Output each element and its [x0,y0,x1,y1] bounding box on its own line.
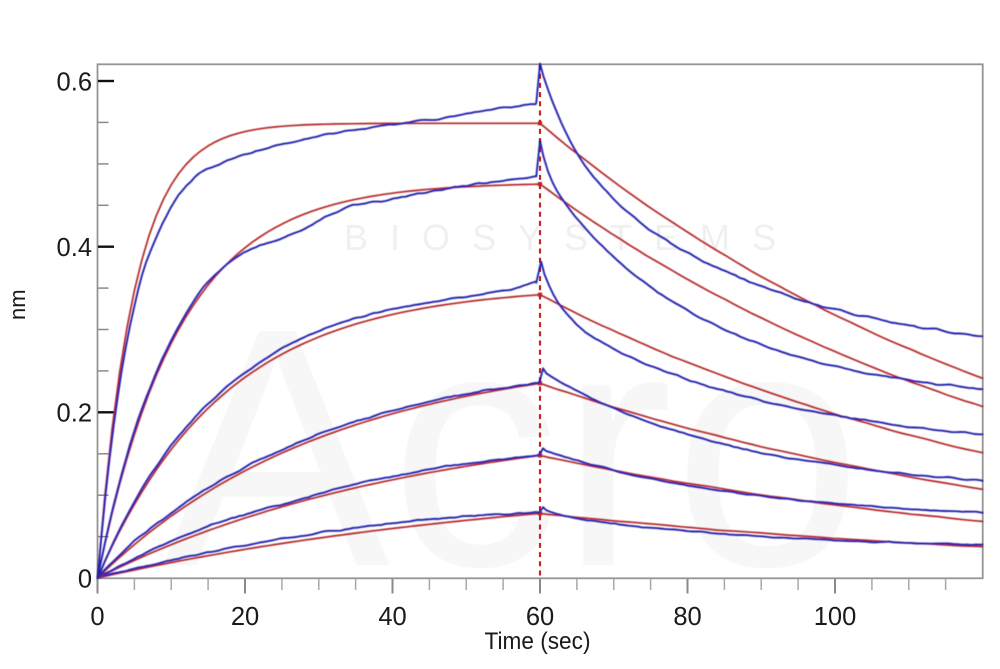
svg-text:Acro: Acro [163,258,862,638]
svg-text:0.2: 0.2 [57,400,92,428]
svg-text:Time (sec): Time (sec) [485,628,591,655]
svg-text:0: 0 [78,565,92,593]
svg-text:20: 20 [231,603,259,631]
svg-text:80: 80 [673,603,701,631]
svg-text:BIOSYSTEMS: BIOSYSTEMS [344,217,798,258]
svg-text:nm: nm [5,289,30,320]
svg-text:0.4: 0.4 [57,234,92,262]
svg-text:40: 40 [378,603,406,631]
svg-text:0: 0 [90,603,104,631]
svg-text:60: 60 [526,603,554,631]
svg-text:0.6: 0.6 [57,68,92,96]
svg-text:100: 100 [814,603,857,631]
